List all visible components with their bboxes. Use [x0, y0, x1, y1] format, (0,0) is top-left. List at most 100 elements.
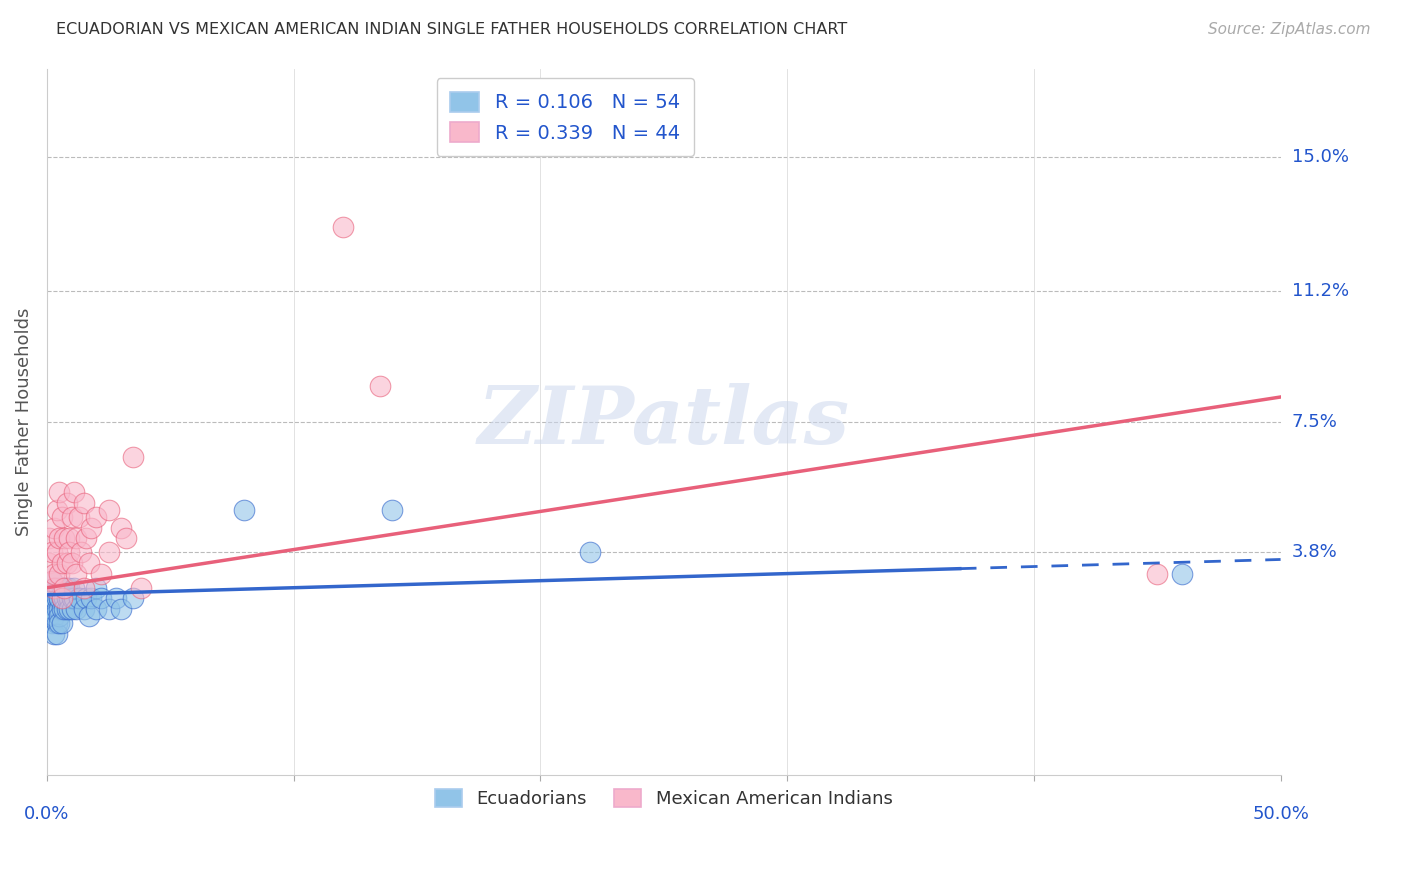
- Point: [73, 581, 96, 595]
- Point: [44, 581, 66, 595]
- Point: [48, 581, 70, 595]
- Point: [80, 591, 103, 606]
- Point: [51, 510, 73, 524]
- Point: [48, 531, 70, 545]
- Point: [60, 602, 83, 616]
- Point: [51, 581, 73, 595]
- Point: [58, 591, 80, 606]
- Point: [115, 531, 138, 545]
- Point: [65, 531, 87, 545]
- Point: [332, 220, 354, 235]
- Point: [60, 556, 83, 570]
- Point: [63, 591, 86, 606]
- Point: [41, 545, 63, 559]
- Point: [38, 609, 60, 624]
- Point: [44, 566, 66, 581]
- Text: ECUADORIAN VS MEXICAN AMERICAN INDIAN SINGLE FATHER HOUSEHOLDS CORRELATION CHART: ECUADORIAN VS MEXICAN AMERICAN INDIAN SI…: [56, 22, 848, 37]
- Point: [75, 591, 97, 606]
- Point: [51, 591, 73, 606]
- Point: [44, 609, 66, 624]
- Point: [77, 609, 100, 624]
- Point: [51, 602, 73, 616]
- Point: [41, 574, 63, 588]
- Point: [51, 615, 73, 630]
- Point: [1171, 566, 1194, 581]
- Point: [84, 510, 107, 524]
- Point: [67, 510, 90, 524]
- Point: [53, 581, 76, 595]
- Point: [48, 609, 70, 624]
- Legend: Ecuadorians, Mexican American Indians: Ecuadorians, Mexican American Indians: [427, 781, 900, 815]
- Point: [60, 510, 83, 524]
- Point: [58, 581, 80, 595]
- Text: 11.2%: 11.2%: [1292, 282, 1348, 300]
- Point: [55, 591, 77, 606]
- Point: [58, 602, 80, 616]
- Point: [38, 591, 60, 606]
- Point: [41, 574, 63, 588]
- Point: [97, 602, 120, 616]
- Point: [75, 531, 97, 545]
- Point: [53, 531, 76, 545]
- Point: [48, 566, 70, 581]
- Point: [45, 626, 67, 640]
- Point: [97, 545, 120, 559]
- Point: [110, 521, 132, 535]
- Point: [73, 602, 96, 616]
- Point: [45, 615, 67, 630]
- Point: [58, 531, 80, 545]
- Point: [110, 602, 132, 616]
- Point: [53, 581, 76, 595]
- Point: [90, 566, 112, 581]
- Point: [122, 591, 145, 606]
- Text: 0.0%: 0.0%: [24, 805, 69, 823]
- Text: 50.0%: 50.0%: [1253, 805, 1309, 823]
- Point: [1146, 566, 1168, 581]
- Point: [368, 379, 391, 393]
- Point: [48, 485, 70, 500]
- Point: [45, 602, 67, 616]
- Point: [70, 545, 93, 559]
- Point: [90, 591, 112, 606]
- Point: [45, 581, 67, 595]
- Point: [44, 581, 66, 595]
- Point: [104, 591, 127, 606]
- Point: [578, 545, 600, 559]
- Point: [97, 503, 120, 517]
- Point: [63, 485, 86, 500]
- Point: [80, 521, 103, 535]
- Text: ZIPatlas: ZIPatlas: [478, 383, 849, 460]
- Point: [58, 545, 80, 559]
- Point: [67, 591, 90, 606]
- Point: [129, 581, 152, 595]
- Point: [48, 591, 70, 606]
- Point: [73, 496, 96, 510]
- Point: [63, 581, 86, 595]
- Text: Source: ZipAtlas.com: Source: ZipAtlas.com: [1208, 22, 1371, 37]
- Point: [55, 496, 77, 510]
- Point: [41, 615, 63, 630]
- Point: [53, 602, 76, 616]
- Point: [44, 626, 66, 640]
- Point: [48, 602, 70, 616]
- Point: [122, 450, 145, 464]
- Point: [381, 503, 404, 517]
- Point: [60, 591, 83, 606]
- Point: [45, 591, 67, 606]
- Text: 3.8%: 3.8%: [1292, 543, 1337, 561]
- Point: [84, 581, 107, 595]
- Point: [45, 545, 67, 559]
- Point: [48, 591, 70, 606]
- Point: [65, 602, 87, 616]
- Point: [55, 556, 77, 570]
- Point: [65, 566, 87, 581]
- Point: [77, 556, 100, 570]
- Point: [48, 615, 70, 630]
- Point: [45, 503, 67, 517]
- Y-axis label: Single Father Households: Single Father Households: [15, 308, 32, 536]
- Point: [51, 591, 73, 606]
- Point: [38, 556, 60, 570]
- Point: [233, 503, 256, 517]
- Text: 7.5%: 7.5%: [1292, 413, 1337, 431]
- Point: [44, 521, 66, 535]
